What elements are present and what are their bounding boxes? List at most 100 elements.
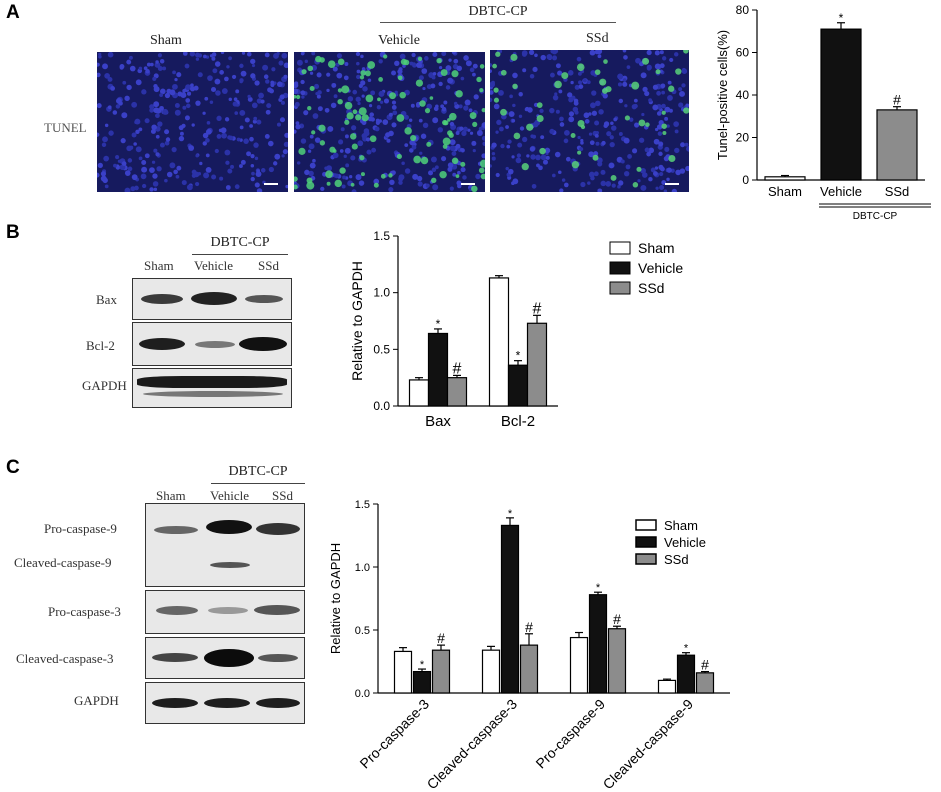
micro-nucleus-blue [445,85,451,90]
micro-nucleus-blue [633,98,638,103]
micro-nucleus-blue [220,52,225,55]
micro-nucleus-green [296,94,301,100]
micro-nucleus-blue [100,171,107,177]
micro-nucleus-blue [361,67,366,71]
micro-nucleus-blue [557,70,563,76]
micro-nucleus-blue [409,61,414,66]
micro-nucleus-blue [465,60,472,67]
micro-nucleus-blue [182,52,188,56]
micro-nucleus-blue [648,147,655,154]
micro-nucleus-blue [453,101,458,106]
micro-nucleus-green [476,76,482,83]
significance-marker: * [436,317,441,331]
micro-nucleus-blue [555,109,560,114]
micro-nucleus-blue [358,83,363,89]
micro-nucleus-green [367,61,376,69]
y-axis-label: Relative to GAPDH [349,261,365,381]
micro-nucleus-blue [216,115,222,121]
micro-nucleus-blue [138,156,143,161]
micro-nucleus-blue [681,67,687,73]
micro-nucleus-blue [231,74,237,80]
panel-a-label-ssd: SSd [586,31,609,46]
micro-nucleus-green [479,159,485,168]
micro-nucleus-blue [144,153,150,159]
micro-nucleus-blue [212,68,218,74]
micro-nucleus-blue [210,86,217,93]
micro-nucleus-blue [600,169,606,175]
micro-nucleus-blue [227,168,233,174]
y-tick-label: 60 [736,46,750,60]
micro-nucleus-green [655,69,661,75]
micro-nucleus-blue [632,148,638,154]
bar [607,628,627,694]
micro-nucleus-blue [140,173,147,180]
micro-nucleus-blue [472,63,478,69]
micro-nucleus-blue [360,54,364,59]
micro-nucleus-green [361,114,369,122]
micro-nucleus-blue [529,50,535,55]
micro-nucleus-blue [509,94,513,99]
micro-nucleus-green [334,179,342,188]
micro-nucleus-blue [300,52,305,56]
micro-nucleus-blue [343,154,347,158]
micro-nucleus-blue [602,93,608,99]
micro-nucleus-blue [421,68,428,74]
micro-nucleus-green [675,68,682,75]
micro-nucleus-green [326,181,331,186]
micro-nucleus-blue [578,84,584,89]
micro-nucleus-blue [580,141,584,145]
micro-nucleus-green [500,69,507,76]
micro-nucleus-blue [673,52,679,57]
micro-nucleus-blue [438,81,443,87]
micro-nucleus-blue [447,166,453,172]
y-tick-label: 1.0 [355,562,370,574]
micro-nucleus-blue [464,99,471,106]
micro-nucleus-green [307,106,312,111]
significance-marker: # [893,92,901,108]
blot-band [204,649,254,667]
micro-nucleus-green [306,181,315,190]
micro-nucleus-blue [228,97,232,102]
bar [393,650,413,694]
micro-nucleus-blue [402,64,406,68]
micro-nucleus-blue [256,188,263,192]
micro-nucleus-blue [385,132,391,138]
micro-nucleus-blue [648,176,653,182]
micro-nucleus-blue [273,161,278,166]
micro-nucleus-blue [112,110,118,115]
micro-nucleus-green [373,182,379,188]
micro-nucleus-blue [188,145,195,151]
micro-nucleus-blue [666,124,670,128]
micro-nucleus-blue [625,164,631,170]
micro-nucleus-blue [184,63,190,69]
micro-nucleus-blue [108,130,114,136]
micro-nucleus-blue [144,118,150,124]
micro-nucleus-green [358,107,367,116]
micro-nucleus-green [570,133,576,138]
micro-nucleus-green [377,97,381,102]
micro-nucleus-blue [294,82,299,89]
micro-nucleus-green [426,141,432,147]
micro-nucleus-blue [265,79,270,84]
significance-marker: # [701,657,709,673]
micro-nucleus-blue [563,138,569,144]
micro-nucleus-blue [97,62,100,67]
micro-nucleus-blue [594,50,600,55]
y-tick-label: 1.5 [373,229,390,243]
x-tick-label: Cleaved-caspase-9 [600,696,697,792]
micro-nucleus-blue [376,105,381,110]
micro-nucleus-green [400,58,408,66]
micro-nucleus-blue [267,140,274,147]
micro-nucleus-green [309,85,315,92]
micro-nucleus-blue [391,100,397,105]
micro-nucleus-blue [296,161,301,165]
micro-nucleus-blue [153,107,160,114]
significance-marker: * [420,659,425,671]
micro-nucleus-blue [107,52,114,58]
micro-nucleus-blue [164,92,171,99]
x-tick-label: Pro-caspase-9 [532,696,608,772]
blot-band [245,295,283,303]
micro-nucleus-blue [146,62,151,67]
micro-nucleus-blue [629,117,634,122]
micro-nucleus-blue [622,81,628,87]
